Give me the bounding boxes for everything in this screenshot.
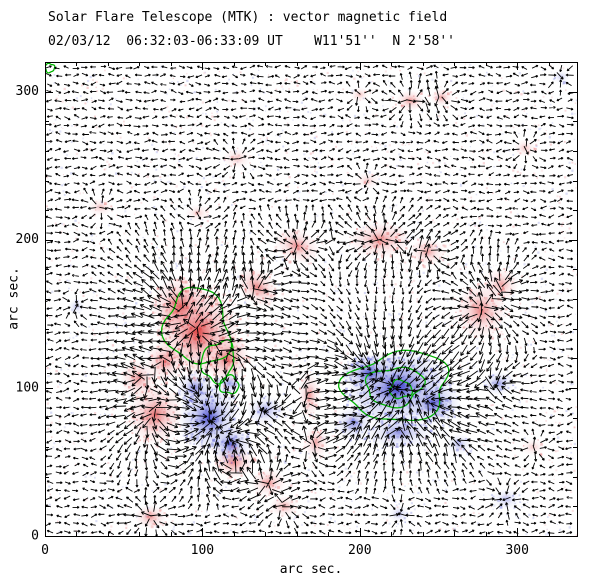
x-axis-label: arc sec. — [279, 562, 343, 577]
chart-title: Solar Flare Telescope (MTK) : vector mag… — [48, 10, 448, 25]
y-axis-label: arc sec. — [6, 267, 22, 330]
chart-subtitle: 02/03/12 06:32:03-06:33:09 UT W11'51'' N… — [48, 34, 455, 49]
